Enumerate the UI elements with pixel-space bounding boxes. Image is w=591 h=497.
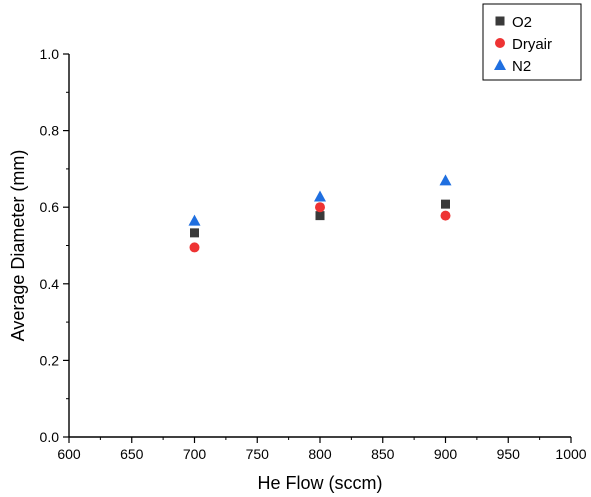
- data-point-n2: [439, 174, 452, 186]
- legend: O2 Dryair N2: [482, 3, 582, 81]
- x-tick-label: 1000: [555, 446, 586, 462]
- x-tick-label: 900: [434, 446, 458, 462]
- x-tick-label: 850: [371, 446, 395, 462]
- y-tick-label: 0.2: [40, 352, 60, 368]
- x-axis-title: He Flow (sccm): [258, 473, 383, 493]
- x-tick-label: 950: [497, 446, 521, 462]
- legend-marker-dryair: [495, 38, 505, 48]
- legend-label-o2: O2: [512, 14, 532, 31]
- data-point-o2: [190, 228, 199, 238]
- data-point-dryair: [189, 242, 200, 253]
- data-point-n2: [188, 214, 201, 226]
- y-tick-label: 0.4: [40, 276, 60, 292]
- x-tick-label: 800: [308, 446, 332, 462]
- data-point-o2: [441, 199, 450, 209]
- data-point-dryair: [440, 210, 451, 221]
- x-tick-label: 700: [183, 446, 207, 462]
- legend-items: O2 Dryair N2: [494, 14, 552, 75]
- data-markers: [188, 174, 452, 253]
- x-tick-label: 600: [57, 446, 81, 462]
- data-point-dryair: [315, 202, 325, 213]
- legend-label-n2: N2: [512, 58, 531, 75]
- legend-label-dryair: Dryair: [512, 36, 552, 53]
- data-point-n2: [314, 190, 326, 202]
- data-point-o2: [315, 211, 325, 221]
- y-axis-ticks: 0.0 0.2 0.4 0.6 0.8 1.0: [40, 46, 69, 445]
- y-tick-label: 0.8: [40, 123, 60, 139]
- legend-marker-n2: [494, 59, 506, 70]
- y-tick-label: 0.0: [40, 429, 60, 445]
- y-axis-title: Average Diameter (mm): [8, 150, 28, 342]
- y-tick-label: 1.0: [40, 46, 60, 62]
- x-tick-label: 750: [246, 446, 270, 462]
- x-tick-label: 650: [120, 446, 144, 462]
- y-tick-label: 0.6: [40, 199, 60, 215]
- legend-marker-o2: [495, 16, 505, 26]
- x-axis-ticks: 600 650 700 750 800 850 900 950 1000: [57, 437, 587, 462]
- plot-area: 600 650 700 750 800 850 900 950 1000 0.00.20.40.…: [40, 46, 587, 462]
